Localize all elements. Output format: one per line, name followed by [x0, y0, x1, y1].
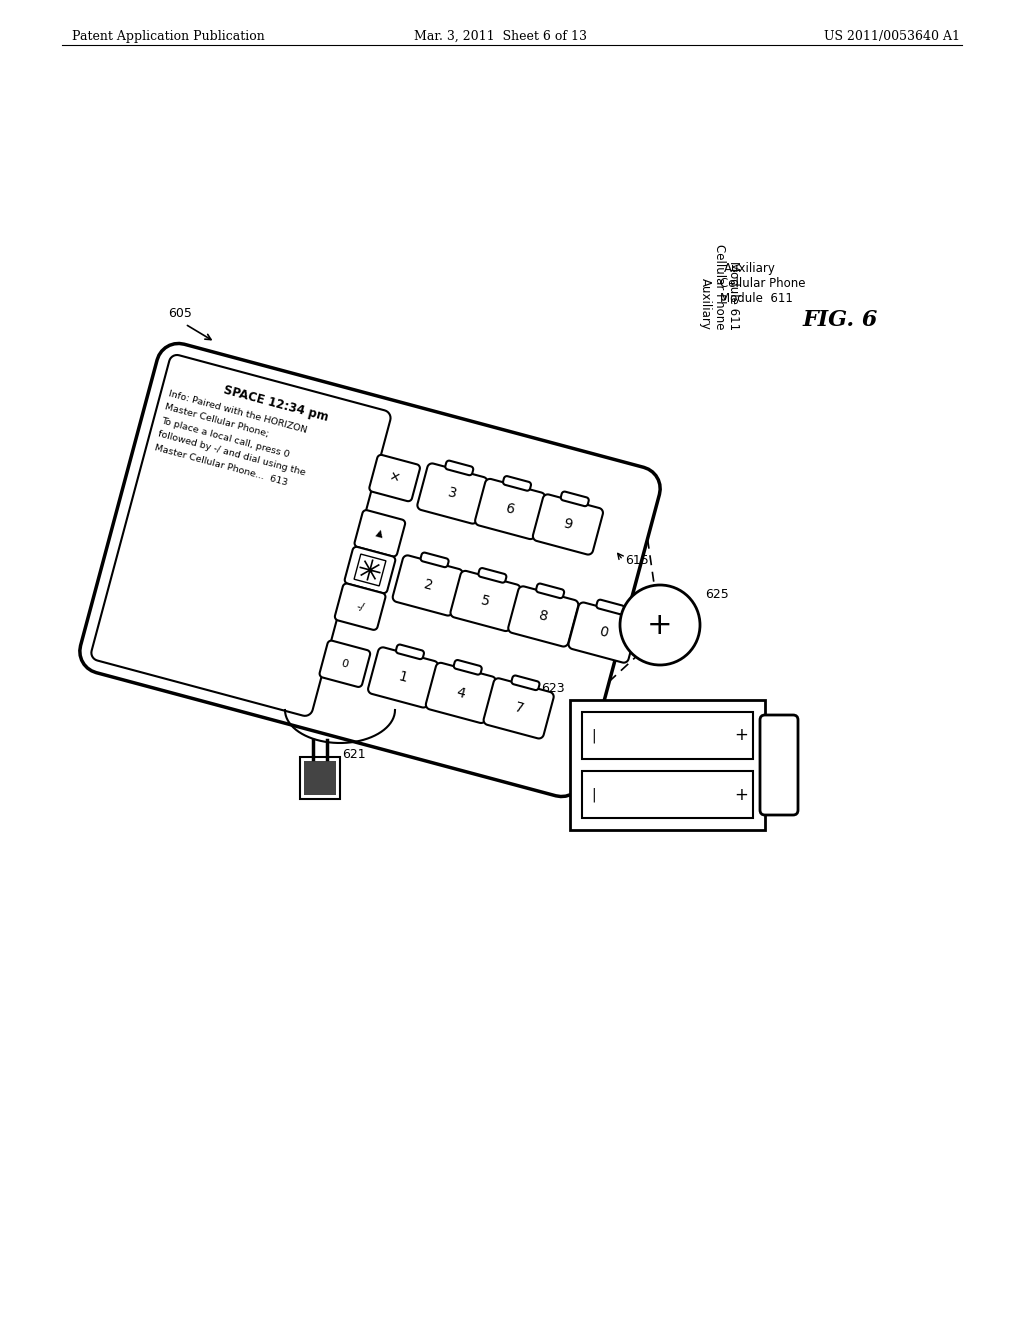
Text: 6: 6	[504, 502, 516, 517]
Text: Module  611: Module 611	[720, 292, 793, 305]
Polygon shape	[503, 477, 531, 491]
FancyBboxPatch shape	[582, 771, 753, 818]
Text: followed by -/ and dial using the: followed by -/ and dial using the	[157, 429, 306, 478]
Text: +: +	[647, 610, 673, 639]
Polygon shape	[568, 602, 639, 663]
Text: 8: 8	[538, 609, 550, 624]
Polygon shape	[426, 663, 496, 723]
Polygon shape	[532, 495, 603, 554]
Text: 2: 2	[422, 578, 434, 594]
Polygon shape	[451, 570, 520, 631]
FancyBboxPatch shape	[300, 756, 340, 799]
Text: 605: 605	[168, 308, 191, 319]
Text: Cellular Phone: Cellular Phone	[720, 277, 806, 290]
Polygon shape	[396, 644, 424, 659]
Text: Master Cellular Phone;: Master Cellular Phone;	[164, 403, 270, 440]
FancyBboxPatch shape	[570, 700, 765, 830]
Text: +: +	[734, 726, 748, 744]
Text: +: +	[734, 785, 748, 804]
Text: To place a local call, press 0: To place a local call, press 0	[161, 416, 291, 459]
Text: -/: -/	[355, 601, 366, 612]
Text: US 2011/0053640 A1: US 2011/0053640 A1	[824, 30, 961, 44]
Text: 9: 9	[562, 516, 574, 532]
FancyBboxPatch shape	[582, 711, 753, 759]
Polygon shape	[370, 455, 420, 502]
Polygon shape	[368, 647, 438, 708]
Circle shape	[620, 585, 700, 665]
Polygon shape	[478, 568, 506, 582]
Polygon shape	[393, 556, 463, 615]
Polygon shape	[418, 463, 487, 524]
Text: 1: 1	[397, 669, 410, 685]
Text: 623: 623	[542, 682, 565, 696]
Text: 625: 625	[705, 589, 729, 602]
Text: 3: 3	[446, 486, 459, 502]
Text: Mar. 3, 2011  Sheet 6 of 13: Mar. 3, 2011 Sheet 6 of 13	[414, 30, 587, 44]
Text: 0: 0	[340, 659, 349, 669]
Polygon shape	[445, 461, 473, 475]
Text: Auxiliary: Auxiliary	[724, 261, 776, 275]
Text: 7: 7	[513, 701, 524, 717]
FancyBboxPatch shape	[304, 762, 336, 795]
Text: ▲: ▲	[375, 528, 385, 539]
Polygon shape	[345, 546, 395, 593]
Text: Module 611: Module 611	[726, 261, 739, 330]
FancyBboxPatch shape	[760, 715, 798, 814]
Polygon shape	[596, 599, 625, 614]
Text: 0: 0	[598, 624, 609, 640]
Text: 615: 615	[625, 553, 649, 566]
Text: Patent Application Publication: Patent Application Publication	[72, 30, 265, 44]
Polygon shape	[561, 491, 589, 506]
Text: ✕: ✕	[388, 470, 401, 486]
Polygon shape	[91, 355, 390, 715]
Text: Info: Paired with the HORIZON: Info: Paired with the HORIZON	[168, 389, 308, 434]
Text: SPACE 12:34 pm: SPACE 12:34 pm	[222, 383, 330, 424]
Text: |: |	[592, 787, 596, 801]
Polygon shape	[483, 678, 554, 738]
Polygon shape	[354, 510, 406, 557]
Text: 5: 5	[479, 593, 492, 609]
Text: Master Cellular Phone...  613: Master Cellular Phone... 613	[154, 444, 288, 487]
Polygon shape	[335, 583, 385, 630]
Polygon shape	[512, 676, 540, 690]
Text: Cellular Phone: Cellular Phone	[714, 244, 726, 330]
Text: |: |	[592, 729, 596, 743]
Polygon shape	[475, 479, 545, 539]
Polygon shape	[319, 640, 370, 686]
Polygon shape	[508, 586, 579, 647]
Polygon shape	[421, 553, 449, 568]
Text: FIG. 6: FIG. 6	[803, 309, 878, 331]
Polygon shape	[80, 343, 660, 796]
Text: 621: 621	[342, 748, 366, 762]
Polygon shape	[537, 583, 564, 598]
Text: 4: 4	[455, 685, 467, 701]
Polygon shape	[454, 660, 481, 675]
Text: Auxiliary: Auxiliary	[698, 279, 712, 330]
